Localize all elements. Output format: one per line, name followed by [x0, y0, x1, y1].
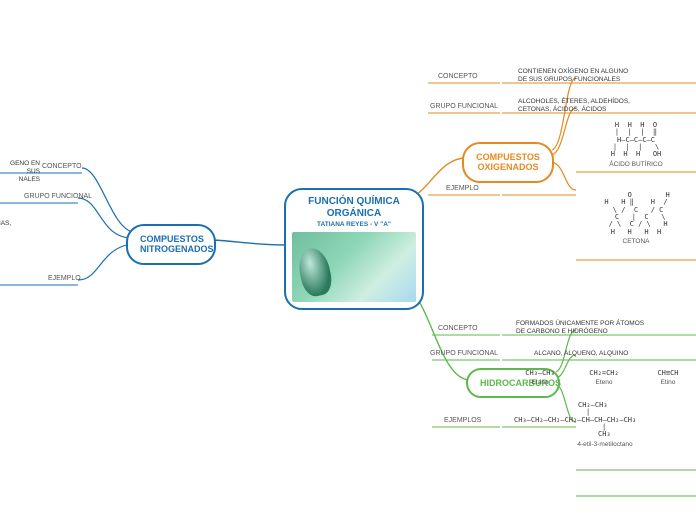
- nitro-concepto-label: CONCEPTO: [42, 163, 82, 170]
- oxi-ketone-label: CETONA: [582, 238, 690, 245]
- oxi-concepto-text: CONTIENEN OXÍGENO EN ALGUNODE SUS GRUPOS…: [518, 68, 688, 84]
- oxi-grupo-label: GRUPO FUNCIONAL: [430, 103, 498, 110]
- nitro-grupo-label: GRUPO FUNCIONAL: [24, 193, 92, 200]
- nitrogenados-title: COMPUESTOS NITROGENADOS: [140, 234, 214, 254]
- nitro-concepto-text: GENO EN SUSNALES: [0, 160, 40, 183]
- oxigenados-title: COMPUESTOS OXIGENADOS: [476, 152, 540, 172]
- oxi-concepto-label: CONCEPTO: [438, 73, 478, 80]
- hidro-concepto-text: FORMADOS ÚNICAMENTE POR ÁTOMOSDE CARBONO…: [516, 320, 696, 336]
- hidro-etano: CH₃–CH₃ Etano: [516, 370, 564, 386]
- branch-nitrogenados: COMPUESTOS NITROGENADOS: [126, 224, 216, 265]
- hidro-concepto-label: CONCEPTO: [438, 325, 478, 332]
- center-node: FUNCIÓN QUÍMICA ORGÁNICA TATIANA REYES -…: [284, 188, 424, 310]
- oxi-ketone-structure: O H H H ‖ H / \ / C / C C | C \ / \ C / …: [582, 192, 690, 245]
- branch-oxigenados: COMPUESTOS OXIGENADOS: [462, 142, 554, 183]
- nitro-ejemplo-label: EJEMPLO: [48, 275, 81, 282]
- hidro-etino: CH≡CH Etino: [644, 370, 692, 386]
- oxi-ejemplo-label: EJEMPLO: [446, 185, 479, 192]
- hidro-long-chain: CH₂–CH₃ | CH₃–CH₂–CH₂–CH₂–CH–CH–CH₂–CH₃ …: [514, 402, 696, 448]
- center-image: [292, 232, 416, 302]
- hidro-eteno: CH₂=CH₂ Eteno: [576, 370, 632, 386]
- oxi-acid-structure: H H H O | | | ‖ H–C–C–C–C | | | \ H H H …: [582, 122, 690, 168]
- oxi-grupo-text: ALCOHOLES, ÉTERES, ALDEHÍDOS,CETONAS, ÁC…: [518, 98, 688, 114]
- center-title: FUNCIÓN QUÍMICA ORGÁNICA: [292, 196, 416, 219]
- hidro-grupo-label: GRUPO FUNCIONAL: [430, 350, 498, 357]
- nitro-grupo-text: NAS,: [0, 220, 11, 228]
- oxi-acid-label: ÁCIDO BUTÍRICO: [582, 161, 690, 168]
- hidro-ejemplos-label: EJEMPLOS: [444, 417, 481, 424]
- hidro-grupo-text: ALCANO, ALQUENO, ALQUINO: [534, 350, 628, 358]
- center-subtitle: TATIANA REYES - V "A": [292, 221, 416, 228]
